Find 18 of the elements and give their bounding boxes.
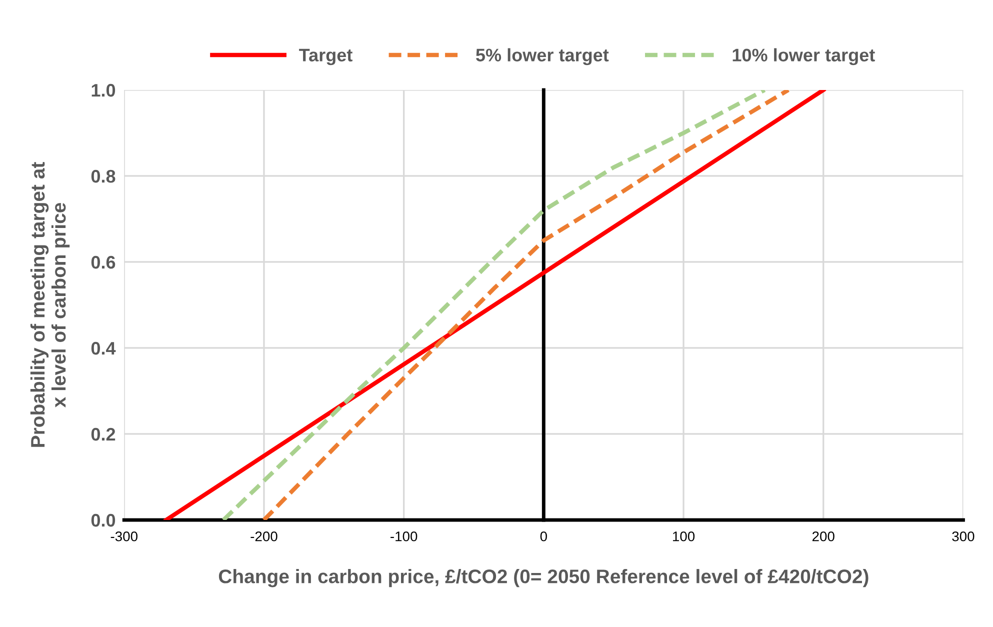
x-tick-label: -200 bbox=[250, 531, 278, 542]
x-tick-label: -100 bbox=[390, 531, 418, 542]
x-tick-label: 200 bbox=[812, 531, 834, 542]
x-tick-label: 100 bbox=[672, 531, 695, 542]
y-tick-label: 1.0 bbox=[92, 84, 116, 97]
y-tick-label: 0.0 bbox=[91, 514, 116, 527]
y-tick-label: 0.8 bbox=[91, 170, 116, 183]
y-tick-label: 0.6 bbox=[91, 256, 116, 269]
x-tick-label: 0 bbox=[540, 531, 547, 542]
legend-label: 5% lower target bbox=[476, 48, 609, 66]
y-tick-label: 0.4 bbox=[91, 342, 116, 355]
y-tick-label: 0.2 bbox=[91, 428, 116, 441]
x-tick-label: -300 bbox=[110, 531, 138, 542]
legend-label: Target bbox=[299, 48, 352, 66]
y-axis-title: Probability of meeting target at x level of carbon price bbox=[30, 162, 70, 447]
x-tick-label: 300 bbox=[952, 531, 974, 542]
x-axis-title: Change in carbon price, £/tCO2 (0= 2050 Reference level of £420/tCO2) bbox=[218, 569, 868, 588]
legend-label: 10% lower target bbox=[732, 48, 875, 66]
